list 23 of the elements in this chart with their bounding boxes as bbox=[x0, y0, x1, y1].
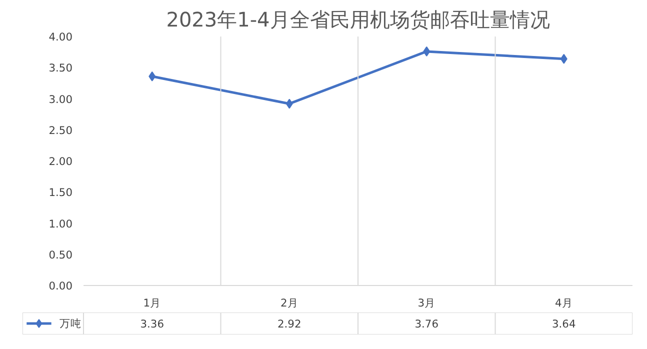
text: 1.50 bbox=[48, 186, 73, 200]
legend-label: 万吨 bbox=[60, 317, 82, 330]
text: 2.00 bbox=[48, 155, 73, 168]
chart-title: 2023年1-4月全省民用机场货邮吞吐量情况 bbox=[166, 8, 550, 32]
text: 3.00 bbox=[48, 92, 73, 106]
text: 1.00 bbox=[48, 217, 73, 230]
point bbox=[560, 54, 568, 64]
text: 0.00 bbox=[48, 280, 73, 292]
point bbox=[148, 71, 156, 82]
x-tick-label: 1月 bbox=[143, 296, 162, 310]
data-label: 3.64 bbox=[552, 318, 576, 330]
data-label: 3.36 bbox=[140, 318, 164, 330]
point bbox=[423, 46, 430, 56]
text: 0.50 bbox=[48, 248, 73, 262]
data-label: 2.92 bbox=[278, 318, 302, 330]
x-tick-label: 3月 bbox=[418, 296, 436, 310]
text: 2.50 bbox=[48, 124, 73, 137]
data-label: 3.76 bbox=[414, 318, 439, 330]
text: 4.00 bbox=[48, 30, 73, 44]
x-tick-label: 4月 bbox=[554, 296, 573, 310]
point bbox=[286, 98, 293, 109]
x-tick-label: 2月 bbox=[280, 296, 298, 310]
text: 3.50 bbox=[48, 62, 73, 75]
